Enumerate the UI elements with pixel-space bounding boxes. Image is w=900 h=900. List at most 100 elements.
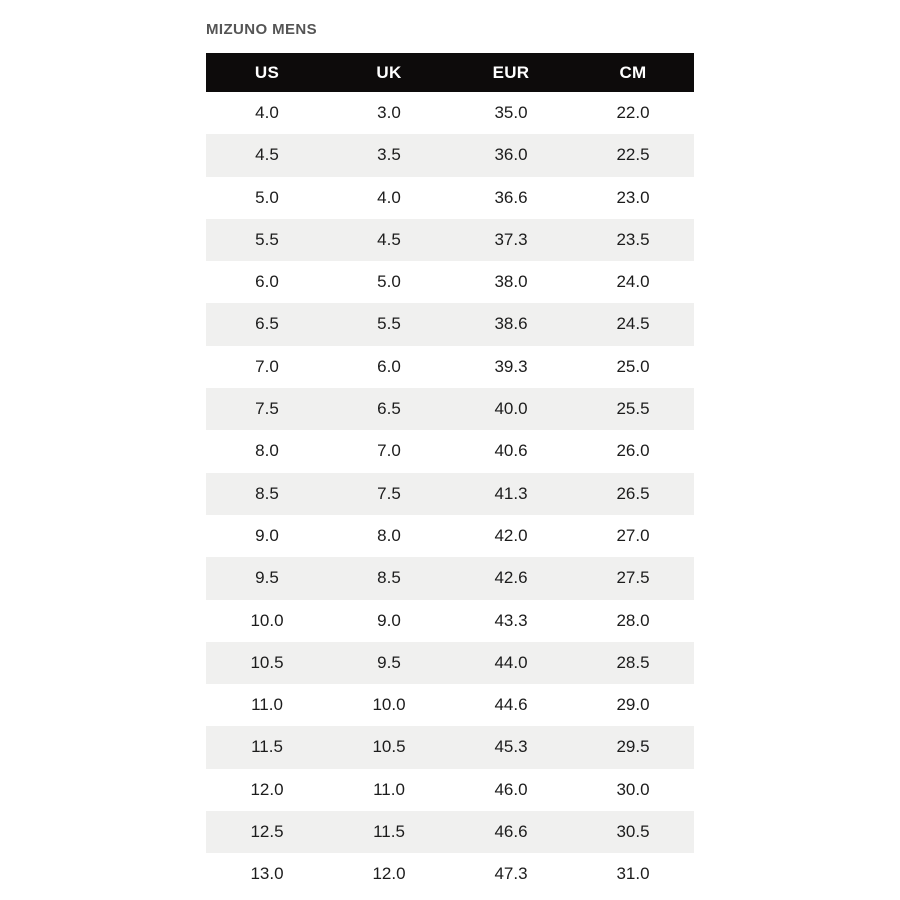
- table-cell-eur: 38.0: [494, 272, 528, 292]
- table-cell-us: 6.0: [255, 272, 279, 292]
- table-row: 4.0 3.0 35.0 22.0: [206, 92, 694, 135]
- table-cell-uk: 5.5: [377, 314, 401, 334]
- table-row: 6.0 5.0 38.0 24.0: [206, 261, 694, 304]
- table-cell-eur: 46.0: [494, 779, 528, 799]
- table-cell-eur: 43.3: [494, 610, 528, 630]
- table-cell-cm: 30.5: [616, 822, 650, 842]
- table-cell-us: 11.5: [251, 737, 283, 757]
- table-cell-cm: 26.5: [616, 483, 650, 503]
- table-cell-cm: 22.5: [616, 145, 650, 165]
- column-header-uk: UK: [376, 63, 402, 82]
- table-row: 9.0 8.0 42.0 27.0: [206, 514, 694, 558]
- table-cell-cm: 22.0: [616, 103, 650, 122]
- table-body: 4.0 3.0 35.0 22.0 4.5 3.5 36.0 22.5 5.0 4.0 36.6 23…: [206, 92, 694, 896]
- table-row: 12.5 11.5 46.6 30.5: [206, 811, 694, 854]
- table-row: 11.0 10.0 44.6 29.0: [206, 684, 694, 727]
- table-row: 10.5 9.5 44.0 28.5: [206, 641, 694, 685]
- table-header: US UK EUR CM: [206, 53, 694, 92]
- table-cell-cm: 25.5: [616, 399, 650, 419]
- table-cell-uk: 4.0: [377, 187, 401, 207]
- table-header-row: US UK EUR CM: [206, 53, 694, 92]
- table-cell-us: 8.0: [255, 441, 279, 461]
- table-cell-us: 9.5: [255, 568, 279, 588]
- table-cell-eur: 47.3: [494, 864, 528, 884]
- table-cell-us: 10.0: [250, 610, 284, 630]
- table-row: 12.0 11.0 46.0 30.0: [206, 768, 694, 812]
- table-cell-eur: 44.0: [494, 652, 528, 672]
- table-row: 7.0 6.0 39.3 25.0: [206, 345, 694, 389]
- table-cell-us: 7.0: [255, 356, 279, 376]
- table-cell-us: 12.5: [250, 822, 284, 842]
- table-cell-eur: 40.6: [494, 441, 528, 461]
- table-row: 11.5 10.5 45.3 29.5: [206, 726, 694, 769]
- table-cell-cm: 27.0: [616, 525, 650, 545]
- table-cell-cm: 24.0: [616, 272, 650, 292]
- table-cell-eur: 41.3: [494, 483, 528, 503]
- table-cell-cm: 25.0: [616, 356, 650, 376]
- table-cell-eur: 36.0: [494, 145, 528, 165]
- table-cell-eur: 37.3: [494, 229, 528, 249]
- table-cell-eur: 38.6: [494, 314, 528, 334]
- table-cell-cm: 28.5: [616, 652, 650, 672]
- table-cell-us: 13.0: [250, 864, 284, 884]
- table-cell-us: 5.0: [255, 187, 279, 207]
- table-cell-cm: 28.0: [616, 610, 650, 630]
- table-cell-uk: 3.0: [377, 103, 401, 122]
- table-row: 7.5 6.5 40.0 25.5: [206, 388, 694, 431]
- table-cell-uk: 3.5: [377, 145, 401, 165]
- table-row: 5.5 4.5 37.3 23.5: [206, 218, 694, 262]
- table-cell-uk: 9.0: [377, 610, 401, 630]
- table-cell-uk: 6.0: [377, 356, 401, 376]
- table-row: 4.5 3.5 36.0 22.5: [206, 134, 694, 177]
- table-cell-us: 12.0: [250, 779, 284, 799]
- table-cell-uk: 6.5: [377, 399, 401, 419]
- table-cell-uk: 10.5: [372, 737, 406, 757]
- table-cell-uk: 7.0: [377, 441, 401, 461]
- table-cell-us: 11.0: [251, 695, 283, 715]
- table-cell-cm: 29.0: [616, 695, 650, 715]
- table-cell-uk: 11.0: [373, 779, 405, 799]
- table-cell-eur: 40.0: [494, 399, 528, 419]
- column-header-eur: EUR: [492, 63, 530, 82]
- table-cell-eur: 46.6: [494, 822, 528, 842]
- size-conversion-table: US UK EUR CM 4.0 3.0 35.0 22.0 4.5 3.5 36.0 22.…: [206, 53, 694, 896]
- table-cell-cm: 24.5: [616, 314, 650, 334]
- table-cell-eur: 45.3: [494, 737, 528, 757]
- table-cell-eur: 42.0: [494, 525, 528, 545]
- table-cell-uk: 9.5: [377, 652, 401, 672]
- table-cell-us: 9.0: [255, 525, 279, 545]
- table-cell-eur: 35.0: [494, 103, 528, 122]
- table-row: 13.0 12.0 47.3 31.0: [206, 853, 694, 896]
- table-row: 5.0 4.0 36.6 23.0: [206, 176, 694, 219]
- table-cell-us: 5.5: [255, 229, 279, 249]
- table-cell-uk: 5.0: [377, 272, 401, 292]
- table-row: 10.0 9.0 43.3 28.0: [206, 599, 694, 642]
- table-cell-eur: 39.3: [494, 356, 528, 376]
- table-cell-cm: 30.0: [616, 779, 650, 799]
- table-cell-uk: 8.0: [377, 525, 401, 545]
- table-cell-eur: 36.6: [494, 187, 528, 207]
- table-cell-cm: 26.0: [616, 441, 650, 461]
- table-cell-cm: 23.0: [616, 187, 650, 207]
- table-cell-uk: 11.5: [373, 822, 405, 842]
- table-cell-us: 8.5: [255, 483, 279, 503]
- table-cell-us: 6.5: [255, 314, 279, 334]
- column-header-us: US: [254, 63, 280, 82]
- table-cell-uk: 8.5: [377, 568, 401, 588]
- table-cell-uk: 7.5: [377, 483, 401, 503]
- table-cell-uk: 12.0: [372, 864, 406, 884]
- table-cell-us: 10.5: [250, 652, 284, 672]
- table-row: 6.5 5.5 38.6 24.5: [206, 303, 694, 346]
- table-cell-cm: 29.5: [616, 737, 650, 757]
- table-cell-us: 4.0: [255, 103, 279, 122]
- table-cell-uk: 4.5: [377, 229, 401, 249]
- table-cell-us: 7.5: [255, 399, 279, 419]
- table-cell-us: 4.5: [255, 145, 279, 165]
- table-cell-cm: 27.5: [616, 568, 650, 588]
- table-row: 9.5 8.5 42.6 27.5: [206, 557, 694, 600]
- table-cell-cm: 31.0: [616, 864, 650, 884]
- column-header-cm: CM: [619, 63, 647, 82]
- table-cell-eur: 42.6: [494, 568, 528, 588]
- page-title: MIZUNO MENS: [206, 21, 318, 38]
